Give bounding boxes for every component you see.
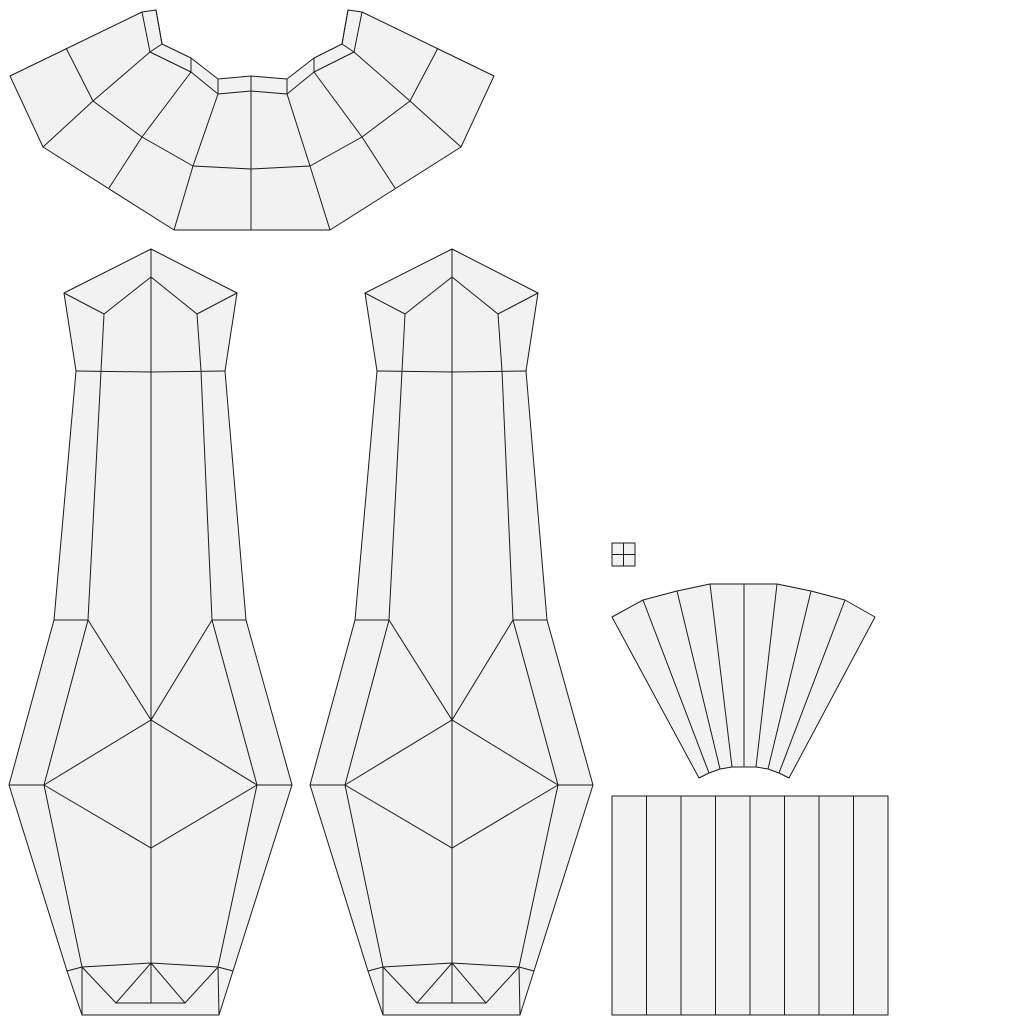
cuff-band-island [611, 795, 889, 1016]
cuff-fan-island [611, 583, 876, 779]
left-sleeve-edges [9, 249, 292, 1016]
small-square-edges [612, 543, 635, 566]
cuff-band-edges [646, 796, 854, 1015]
small-square-island [611, 542, 636, 567]
collar-fan-outline [9, 9, 495, 231]
cuff-fan-edges [642, 583, 846, 774]
right-sleeve-island [309, 248, 594, 1016]
left-sleeve-island [8, 248, 293, 1016]
right-sleeve-edges [310, 249, 593, 1016]
collar-fan-edges [42, 9, 462, 231]
collar-fan-island [9, 9, 495, 231]
